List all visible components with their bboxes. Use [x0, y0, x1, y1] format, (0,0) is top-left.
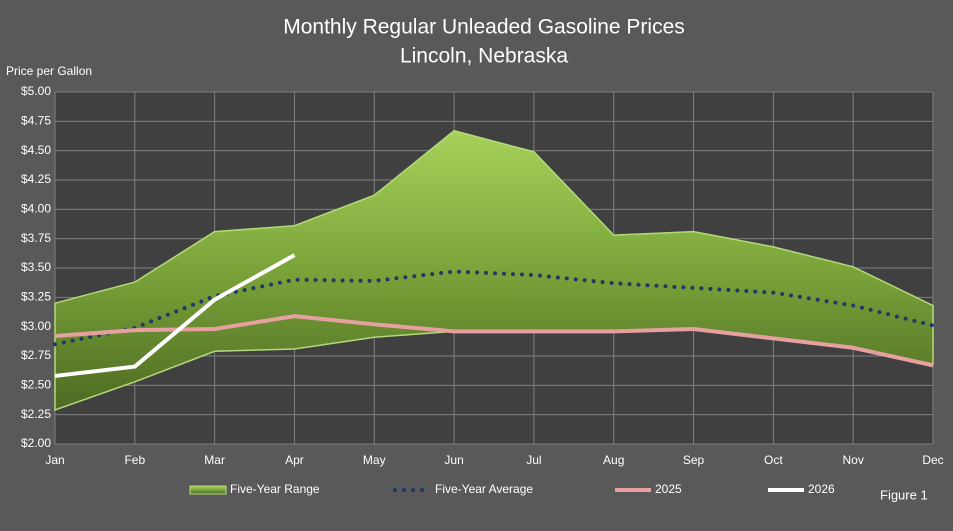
y-tick-label: $3.50 — [21, 260, 51, 274]
legend-label: Five-Year Range — [230, 482, 320, 496]
x-tick-label: Oct — [764, 453, 783, 467]
x-tick-label: Mar — [204, 453, 225, 467]
y-tick-label: $4.75 — [21, 114, 51, 128]
x-tick-label: Nov — [843, 453, 864, 467]
y-axis-label: Price per Gallon — [6, 64, 92, 78]
chart-subtitle: Lincoln, Nebraska — [400, 45, 568, 68]
average-line — [53, 269, 935, 347]
y-tick-label: $3.75 — [21, 231, 51, 245]
series-line — [54, 253, 296, 378]
legend-label: Five-Year Average — [435, 482, 533, 496]
annotation: Figure 1 — [880, 487, 928, 502]
x-tick-label: Jan — [45, 453, 64, 467]
x-tick-label: Feb — [124, 453, 145, 467]
y-tick-label: $3.00 — [21, 319, 51, 333]
y-tick-label: $2.00 — [21, 436, 51, 450]
x-tick-label: May — [363, 453, 386, 467]
legend-label: 2025 — [655, 482, 682, 496]
x-tick-label: Sep — [683, 453, 705, 467]
chart-title: Monthly Regular Unleaded Gasoline Prices — [283, 16, 685, 39]
y-tick-label: $2.25 — [21, 407, 51, 421]
y-tick-label: $4.00 — [21, 202, 51, 216]
x-tick-label: Dec — [922, 453, 943, 467]
y-tick-label: $4.25 — [21, 172, 51, 186]
x-tick-label: Aug — [603, 453, 624, 467]
x-tick-label: Jul — [526, 453, 541, 467]
x-tick-label: Jun — [444, 453, 463, 467]
y-tick-label: $2.75 — [21, 348, 51, 362]
y-tick-label: $3.25 — [21, 290, 51, 304]
legend-label: 2026 — [808, 482, 835, 496]
series-line — [54, 314, 934, 368]
y-tick-label: $5.00 — [21, 84, 51, 98]
x-tick-label: Apr — [285, 453, 304, 467]
y-tick-label: $4.50 — [21, 143, 51, 157]
legend-swatch — [189, 485, 227, 495]
y-tick-label: $2.50 — [21, 378, 51, 392]
